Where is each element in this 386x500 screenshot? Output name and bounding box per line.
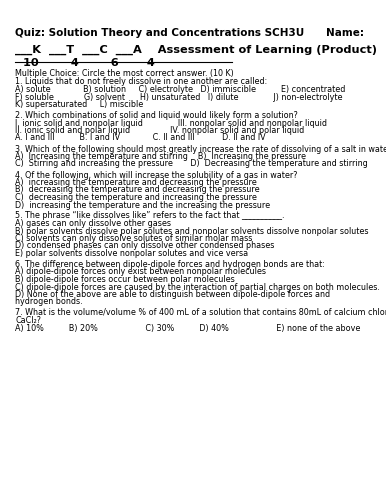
Text: K) supersaturated     L) miscible: K) supersaturated L) miscible <box>15 100 144 109</box>
Text: C) solvents can only dissolve solutes of similar molar mass: C) solvents can only dissolve solutes of… <box>15 234 253 243</box>
Text: C)  decreasing the temperature and increasing the pressure: C) decreasing the temperature and increa… <box>15 193 257 202</box>
Text: A) 10%          B) 20%                   C) 30%          D) 40%                 : A) 10% B) 20% C) 30% D) 40% <box>15 324 361 332</box>
Text: 6. The difference between dipole-dipole forces and hydrogen bonds are that:: 6. The difference between dipole-dipole … <box>15 260 325 269</box>
Text: B) polar solvents dissolve polar solutes and nonpolar solvents dissolve nonpolar: B) polar solvents dissolve polar solutes… <box>15 226 369 235</box>
Text: A) gases can only dissolve other gases: A) gases can only dissolve other gases <box>15 219 171 228</box>
Text: B)  decreasing the temperature and decreasing the pressure: B) decreasing the temperature and decrea… <box>15 186 260 194</box>
Text: D)  increasing the temperature and the increasing the pressure: D) increasing the temperature and the in… <box>15 200 271 209</box>
Text: CaCl₂?: CaCl₂? <box>15 316 41 325</box>
Text: hydrogen bonds.: hydrogen bonds. <box>15 298 83 306</box>
Text: A. I and III          B. I and IV             C. II and III           D. II and : A. I and III B. I and IV C. II and III D… <box>15 134 266 142</box>
Text: A) dipole-dipole forces only exist between nonpolar molecules: A) dipole-dipole forces only exist betwe… <box>15 268 266 276</box>
Text: I. ionic solid and nonpolar liquid              III. nonpolar solid and nonpolar: I. ionic solid and nonpolar liquid III. … <box>15 118 327 128</box>
Text: A)  increasing the temperature and decreasing the pressure: A) increasing the temperature and decrea… <box>15 178 257 187</box>
Text: 10        4        6       4: 10 4 6 4 <box>15 58 155 68</box>
Text: II. ionic solid and polar liquid                IV. nonpolar solid and polar liq: II. ionic solid and polar liquid IV. non… <box>15 126 305 135</box>
Text: C)  Stirring and increasing the pressure       D)  Decreasing the temperature an: C) Stirring and increasing the pressure … <box>15 160 368 168</box>
Text: A) solute             B) solution     C) electrolyte   D) immiscible          E): A) solute B) solution C) electrolyte D) … <box>15 85 346 94</box>
Text: Quiz: Solution Theory and Concentrations SCH3U      Name:: Quiz: Solution Theory and Concentrations… <box>15 28 364 38</box>
Text: 2. Which combinations of solid and liquid would likely form a solution?: 2. Which combinations of solid and liqui… <box>15 111 298 120</box>
Text: ___K  ___T  ___C  ___A    Assessment of Learning (Product): ___K ___T ___C ___A Assessment of Learni… <box>15 45 378 56</box>
Text: 4. Of the following, which will increase the solubility of a gas in water?: 4. Of the following, which will increase… <box>15 170 298 179</box>
Text: F) soluble            G) solvent      H) unsaturated   I) dilute              J): F) soluble G) solvent H) unsaturated I) … <box>15 92 343 102</box>
Text: D) condensed phases can only dissolve other condensed phases: D) condensed phases can only dissolve ot… <box>15 242 275 250</box>
Text: C) dipole-dipole forces are caused by the interaction of partial charges on both: C) dipole-dipole forces are caused by th… <box>15 282 380 292</box>
Text: B) dipole-dipole forces occur between polar molecules: B) dipole-dipole forces occur between po… <box>15 275 235 284</box>
Text: D) None of the above are able to distinguish between dipole-dipole forces and: D) None of the above are able to disting… <box>15 290 330 299</box>
Text: Multiple Choice: Circle the most correct answer. (10 K): Multiple Choice: Circle the most correct… <box>15 69 234 78</box>
Text: 3. Which of the following should most greatly increase the rate of dissolving of: 3. Which of the following should most gr… <box>15 144 386 154</box>
Text: 7. What is the volume/volume % of 400 mL of a solution that contains 80mL of cal: 7. What is the volume/volume % of 400 mL… <box>15 308 386 318</box>
Text: 1. Liquids that do not freely dissolve in one another are called:: 1. Liquids that do not freely dissolve i… <box>15 78 267 86</box>
Text: A)  Increasing the temperature and stirring    B)  Increasing the pressure: A) Increasing the temperature and stirri… <box>15 152 306 161</box>
Text: E) polar solvents dissolve nonpolar solutes and vice versa: E) polar solvents dissolve nonpolar solu… <box>15 249 249 258</box>
Text: 5. The phrase “like dissolves like” refers to the fact that __________.: 5. The phrase “like dissolves like” refe… <box>15 212 285 220</box>
